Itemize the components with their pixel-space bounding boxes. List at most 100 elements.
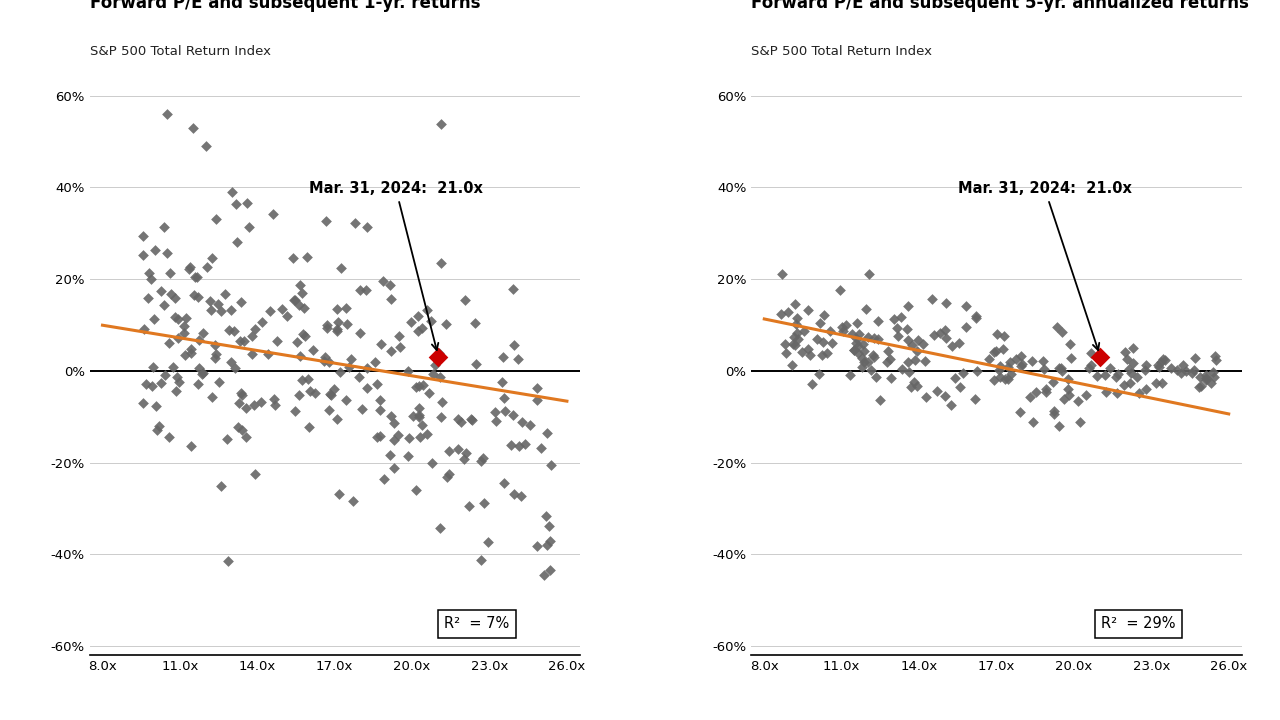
Point bbox=[504, 488, 525, 500]
Point bbox=[157, 248, 178, 259]
Point bbox=[224, 325, 244, 336]
Point bbox=[242, 330, 262, 342]
Point bbox=[324, 383, 344, 395]
Point bbox=[833, 325, 854, 337]
Point bbox=[782, 359, 803, 371]
Point bbox=[1123, 343, 1143, 354]
Point bbox=[422, 457, 443, 469]
Point bbox=[193, 367, 214, 379]
Point bbox=[1114, 379, 1134, 391]
Point bbox=[1011, 360, 1032, 372]
Point bbox=[146, 400, 166, 411]
Point bbox=[1060, 338, 1080, 350]
Point bbox=[366, 378, 387, 390]
Point bbox=[1000, 356, 1020, 368]
Point bbox=[236, 402, 256, 414]
Point bbox=[1174, 359, 1194, 371]
Point bbox=[1204, 350, 1225, 361]
Point bbox=[242, 348, 262, 359]
Point bbox=[206, 348, 227, 360]
Point bbox=[298, 374, 319, 385]
Point bbox=[474, 497, 494, 508]
Point bbox=[417, 428, 438, 440]
Point bbox=[1155, 354, 1175, 366]
Point bbox=[1115, 346, 1135, 358]
Point bbox=[540, 459, 561, 471]
Point bbox=[1006, 354, 1027, 365]
Point bbox=[1096, 386, 1116, 397]
Point bbox=[408, 310, 429, 322]
Point bbox=[776, 347, 796, 359]
Point bbox=[329, 488, 349, 500]
Point bbox=[854, 356, 874, 368]
Point bbox=[357, 221, 378, 233]
Point bbox=[184, 271, 205, 282]
Point bbox=[421, 315, 442, 327]
Point bbox=[813, 336, 833, 348]
Point bbox=[965, 393, 986, 405]
Point bbox=[169, 376, 189, 387]
Point bbox=[166, 372, 187, 383]
Point bbox=[945, 372, 965, 383]
Point bbox=[316, 319, 337, 330]
Point bbox=[1057, 384, 1078, 395]
Point bbox=[536, 428, 557, 439]
Point bbox=[143, 313, 164, 325]
Point bbox=[540, 564, 561, 575]
Point bbox=[786, 318, 806, 329]
Text: R²  = 7%: R² = 7% bbox=[444, 616, 509, 631]
Point bbox=[287, 336, 307, 347]
Point bbox=[328, 303, 348, 315]
Point bbox=[384, 418, 404, 429]
Point bbox=[486, 415, 507, 426]
Point bbox=[349, 284, 370, 296]
Point bbox=[785, 340, 805, 351]
Point bbox=[292, 287, 312, 299]
Point bbox=[1149, 361, 1170, 373]
Point bbox=[1121, 367, 1142, 379]
Point bbox=[284, 294, 305, 306]
Point bbox=[436, 471, 457, 482]
Point bbox=[374, 473, 394, 485]
Point bbox=[878, 345, 899, 356]
Point bbox=[301, 385, 321, 397]
Point bbox=[465, 317, 485, 328]
Point bbox=[461, 413, 481, 425]
Point bbox=[300, 421, 320, 433]
Point bbox=[812, 350, 832, 361]
Point bbox=[520, 419, 540, 431]
Point bbox=[381, 345, 402, 356]
Point bbox=[264, 208, 284, 220]
Point bbox=[243, 399, 264, 410]
Point bbox=[406, 485, 426, 496]
Point bbox=[1146, 377, 1166, 389]
Point bbox=[791, 346, 812, 358]
Point bbox=[180, 343, 201, 355]
Point bbox=[339, 361, 360, 372]
Point bbox=[428, 351, 448, 363]
Point bbox=[439, 468, 460, 480]
Point bbox=[494, 477, 515, 489]
Point bbox=[1206, 354, 1226, 366]
Point bbox=[897, 334, 918, 346]
Point bbox=[929, 327, 950, 338]
Point bbox=[1036, 386, 1056, 397]
Point bbox=[206, 213, 227, 225]
Point bbox=[232, 390, 252, 401]
Point bbox=[388, 429, 408, 441]
Point bbox=[179, 264, 200, 275]
Point bbox=[778, 306, 799, 318]
Point bbox=[403, 410, 424, 422]
Point bbox=[370, 404, 390, 415]
Point bbox=[966, 312, 987, 324]
Point bbox=[265, 399, 285, 410]
Point bbox=[447, 443, 467, 454]
Point bbox=[941, 400, 961, 411]
Point bbox=[330, 262, 351, 274]
Point bbox=[196, 140, 216, 152]
Point bbox=[782, 338, 803, 350]
Point bbox=[141, 274, 161, 285]
Point bbox=[1020, 392, 1041, 403]
Point bbox=[989, 360, 1010, 372]
Point bbox=[503, 284, 524, 295]
